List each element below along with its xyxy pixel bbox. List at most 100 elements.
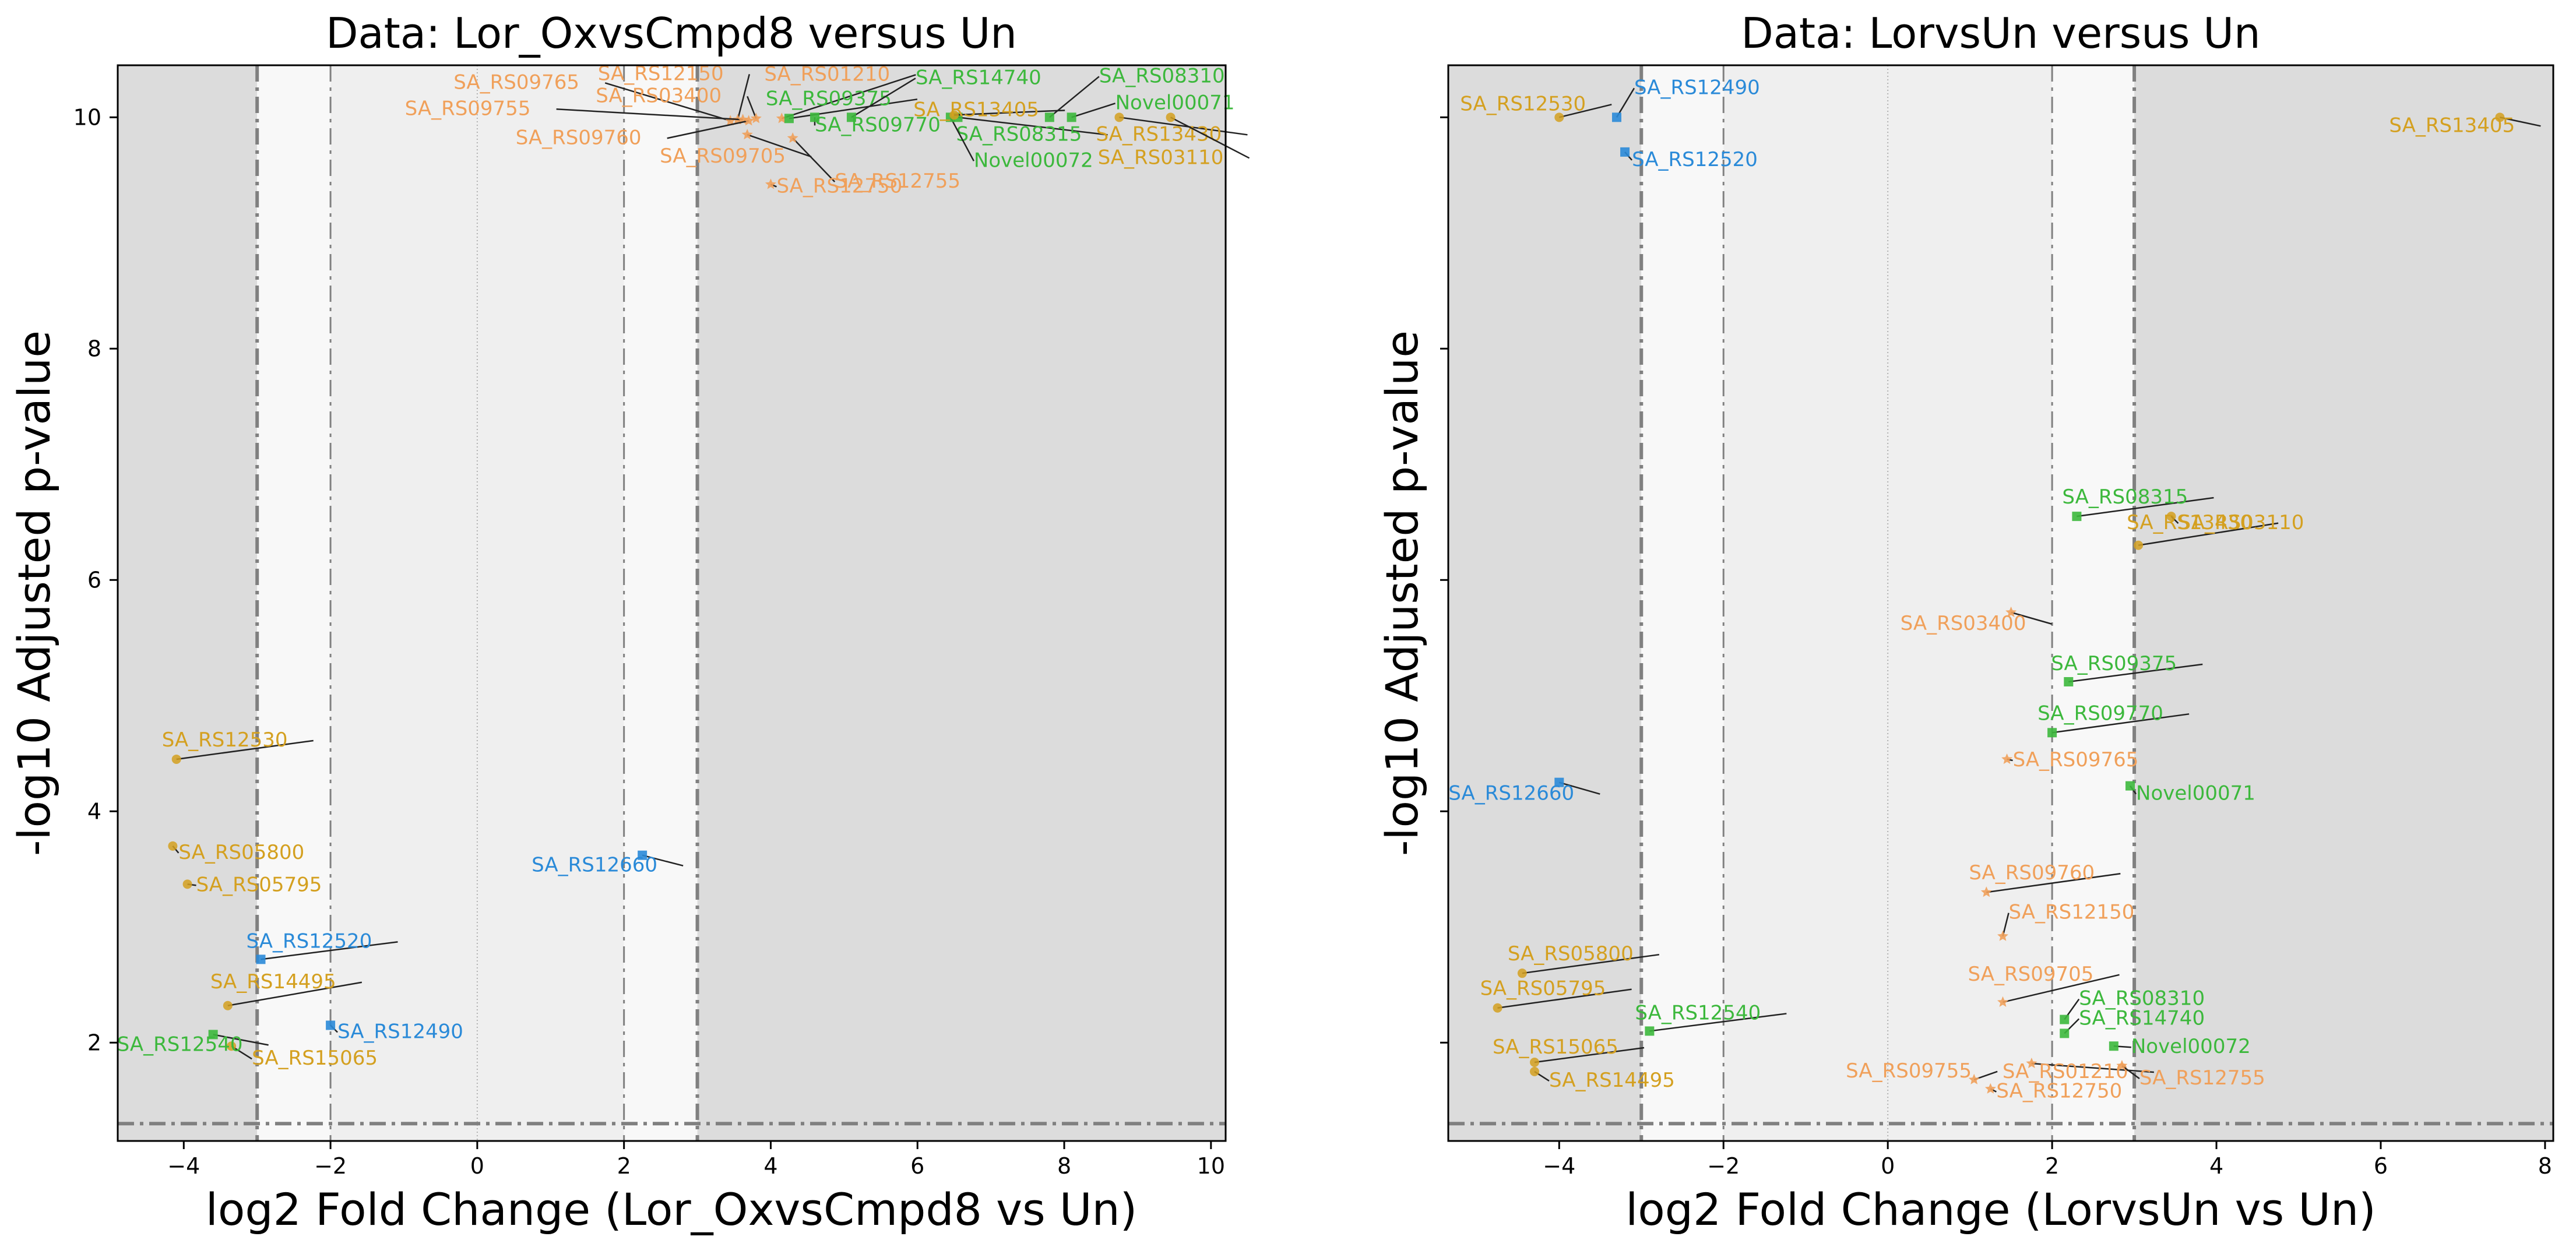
point-label: SA_RS08310 xyxy=(2079,987,2205,1010)
data-point-group: SA_RS09755 xyxy=(405,97,749,125)
point-label: SA_RS05800 xyxy=(178,841,304,864)
label-leader-line xyxy=(949,117,975,161)
data-point xyxy=(326,1020,336,1030)
band-inner-left xyxy=(1641,65,1724,1141)
band-outer-right xyxy=(2134,65,2553,1141)
point-label: SA_RS14495 xyxy=(1549,1069,1675,1092)
data-point-group: SA_RS12490 xyxy=(326,1020,463,1044)
data-point xyxy=(1517,968,1527,978)
point-label: SA_RS09765 xyxy=(2013,748,2139,772)
data-point-group: SA_RS05795 xyxy=(1480,977,1632,1013)
point-label: SA_RS09375 xyxy=(2051,652,2177,675)
data-point xyxy=(2001,753,2013,765)
y-tick-label: 4 xyxy=(87,798,101,824)
point-label: SA_RS12750 xyxy=(776,174,902,198)
point-label: SA_RS12540 xyxy=(117,1033,243,1056)
data-point xyxy=(2166,512,2176,522)
point-label: SA_RS09755 xyxy=(405,97,531,120)
data-point-group: SA_RS03110 xyxy=(1098,112,1250,169)
label-leader-line xyxy=(604,82,731,122)
data-point-group: SA_RS12540 xyxy=(1635,1001,1787,1036)
x-tick-label: 4 xyxy=(2209,1153,2223,1179)
label-leader-line xyxy=(2011,611,2052,625)
x-tick-label: 0 xyxy=(1881,1153,1895,1179)
point-label: SA_RS13405 xyxy=(913,98,1039,121)
axes-frame xyxy=(117,64,1227,1142)
data-point xyxy=(227,1041,237,1051)
data-point-group: SA_RS15065 xyxy=(1493,1035,1645,1068)
data-point-group: SA_RS08315 xyxy=(953,112,1108,146)
point-label: SA_RS15065 xyxy=(1493,1035,1618,1059)
data-point xyxy=(810,112,819,122)
data-point-group: SA_RS08310 xyxy=(2060,987,2205,1024)
label-leader-line xyxy=(261,941,398,960)
label-leader-line xyxy=(1071,103,1116,118)
data-point xyxy=(743,115,755,126)
y-tick-label: 8 xyxy=(87,336,101,361)
label-leader-line xyxy=(1558,781,1600,795)
point-label: SA_RS09755 xyxy=(1846,1059,1972,1083)
data-point xyxy=(2495,112,2505,122)
data-point-group: SA_RS12520 xyxy=(1620,147,1758,171)
label-leader-line xyxy=(2138,522,2279,546)
data-point-group: SA_RS08315 xyxy=(2062,485,2214,522)
data-point-group: SA_RS12490 xyxy=(1611,76,1760,122)
data-point-group: SA_RS03400 xyxy=(596,84,762,124)
data-point-group: SA_RS13405 xyxy=(913,98,1065,121)
label-leader-line xyxy=(1522,953,1660,974)
data-point-group: SA_RS09760 xyxy=(1969,861,2121,897)
x-tick-label: 6 xyxy=(910,1153,924,1179)
point-label: Novel00072 xyxy=(974,149,1093,172)
point-label: SA_RS08310 xyxy=(1099,64,1225,87)
point-label: SA_RS05795 xyxy=(1480,977,1606,1001)
point-label: SA_RS14740 xyxy=(916,66,1041,89)
data-point-group: SA_RS09375 xyxy=(2051,652,2203,686)
data-point xyxy=(2125,781,2135,791)
point-label: SA_RS12750 xyxy=(1996,1080,2122,1103)
point-label: SA_RS12150 xyxy=(2009,901,2135,924)
data-point-group: SA_RS01210 xyxy=(2003,1058,2154,1083)
data-point xyxy=(724,115,736,126)
y-tick-label: 6 xyxy=(87,567,101,593)
data-point-group: SA_RS15065 xyxy=(227,1041,378,1070)
data-point xyxy=(741,129,753,140)
data-point xyxy=(1554,777,1564,787)
data-point-group: Novel00072 xyxy=(2109,1035,2251,1058)
label-leader-line xyxy=(667,120,749,139)
data-point xyxy=(1980,886,1992,897)
label-leader-line xyxy=(1534,1047,1645,1063)
plot-area: SA_RS09765 SA_RS12150SA_RS09755SA_RS03400… xyxy=(117,62,1250,1141)
point-label: SA_RS12660 xyxy=(532,854,657,877)
x-tick-label: 8 xyxy=(1057,1153,1071,1179)
data-point-group: SA_RS12520 xyxy=(246,929,398,964)
volcano-panel-left: Data: Lor_OxvsCmpd8 versus Un log2 Fold … xyxy=(8,9,1250,1235)
data-point-group: SA_RS14495 xyxy=(210,970,363,1010)
x-tick-label: −2 xyxy=(314,1153,347,1179)
data-point-group: SA_RS05800 xyxy=(168,841,304,864)
x-axis-title: log2 Fold Change (LorvsUn vs Un) xyxy=(1625,1183,2376,1235)
label-leader-line xyxy=(737,73,751,120)
label-leader-line xyxy=(792,138,836,182)
data-point-group: SA_RS12755 xyxy=(2116,1060,2265,1090)
x-tick-label: 8 xyxy=(2538,1153,2552,1179)
data-point-group: SA_RS09760 xyxy=(516,115,755,149)
point-label: SA_RS09760 xyxy=(516,126,642,149)
chart-title: Data: Lor_OxvsCmpd8 versus Un xyxy=(326,9,1017,58)
band-outer-left xyxy=(118,65,258,1141)
label-leader-line xyxy=(2003,974,2120,1003)
band-outer-right xyxy=(697,65,1226,1141)
data-point xyxy=(2064,677,2074,686)
label-leader-line xyxy=(642,854,684,866)
data-point xyxy=(1645,1026,1655,1036)
point-label: SA_RS01210 xyxy=(2003,1060,2128,1083)
point-label: SA_RS09765 xyxy=(453,71,579,94)
point-label: SA_RS12530 xyxy=(1460,92,1586,115)
data-point-group: SA_RS09705 xyxy=(1968,963,2120,1007)
data-point xyxy=(846,112,856,122)
point-label: SA_RS09705 xyxy=(660,145,786,168)
label-leader-line xyxy=(958,117,1108,136)
point-label: SA_RS09375 xyxy=(766,87,892,110)
point-label: SA_RS03110 xyxy=(1098,146,1224,169)
data-point xyxy=(776,112,787,124)
